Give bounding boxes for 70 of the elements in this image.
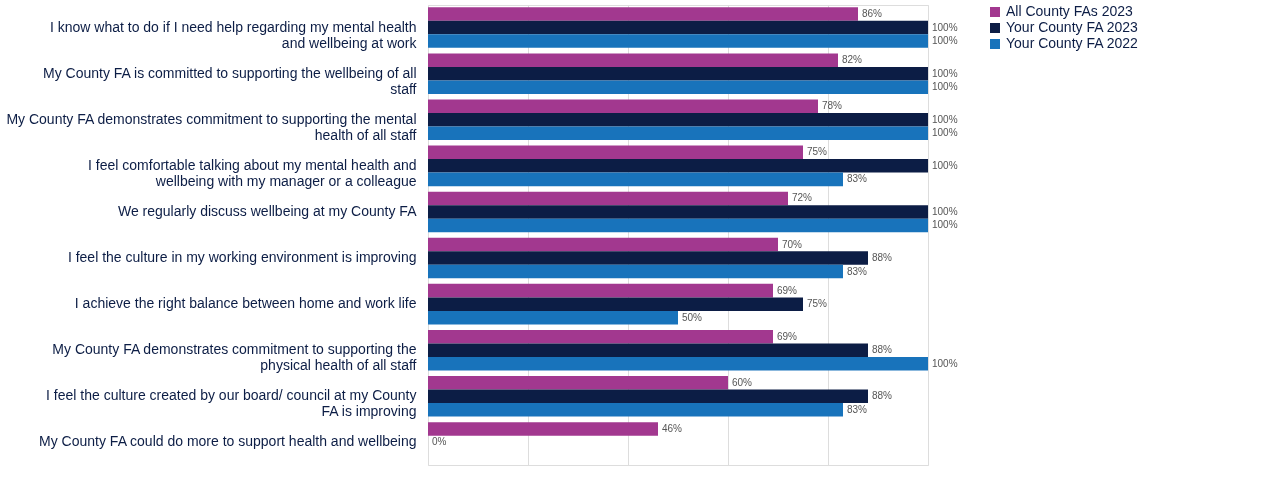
bar [428,191,788,206]
bar [428,283,773,298]
bar [428,205,928,219]
data-label: 69% [777,284,798,296]
y-tick-label: I know what to do if I need help regarding my mental health and wellbeing at work [49,18,418,51]
data-label: 75% [807,146,828,158]
y-tick-label: My County FA demonstrates commitment to supporting the mental health of all staff [6,110,417,143]
bar [428,389,868,404]
y-tick-label: I feel comfortable talking about my mental health and wellbeing with my manager or a colleague [88,156,417,189]
bar [428,264,843,279]
data-label: 88% [872,390,893,402]
data-label: 83% [847,265,868,277]
y-tick-label: My County FA could do more to support health and wellbeing [39,433,417,450]
bar [428,113,928,127]
bar [428,237,778,252]
data-label: 100% [932,113,958,125]
bar [428,172,843,187]
data-label: 100% [932,357,958,369]
data-label: 83% [847,173,868,185]
data-label: 78% [822,100,843,112]
data-label: 83% [847,403,868,415]
bar [428,376,728,390]
legend-label: All County FAs 2023 [1006,3,1134,19]
bar [428,218,928,233]
bar [428,329,773,344]
bar [428,66,928,81]
data-label: 88% [872,252,893,264]
bar [428,34,928,48]
data-label: 46% [662,422,683,434]
y-tick-label: I feel the culture in my working environment is improving [67,249,417,266]
data-label: 82% [842,54,863,66]
data-label: 75% [807,298,828,310]
data-label: 69% [777,330,798,342]
y-tick-label: I feel the culture created by our board/ council at my County FA is improving [46,387,417,420]
data-label: 72% [792,192,813,204]
data-label: 86% [862,8,883,20]
bar [428,403,843,417]
data-label: 100% [932,205,958,217]
bar [428,159,928,173]
bar [428,251,868,265]
bar [428,7,858,21]
data-label: 100% [932,21,958,33]
bar [428,422,658,436]
bar [428,297,803,311]
y-tick-label: My County FA is committed to supporting the wellbeing of all staff [42,64,417,97]
data-label: 50% [682,311,703,323]
bar [428,126,928,141]
data-label: 100% [932,81,958,93]
data-label: 60% [732,376,753,388]
bar [428,80,928,94]
data-label: 70% [782,238,803,250]
bar [428,20,928,35]
y-tick-label: We regularly discuss wellbeing at my County FA [117,202,418,219]
bar [428,99,818,114]
legend-label: Your County FA 2022 [1006,35,1139,51]
legend-label: Your County FA 2023 [1006,19,1139,35]
data-label: 100% [932,159,958,171]
data-label: 100% [932,127,958,139]
y-tick-label: I achieve the right balance between home and work life [74,295,417,312]
bar [428,53,838,67]
bar [428,343,868,357]
data-label: 100% [932,35,958,47]
bar [428,356,928,371]
bar [428,310,678,325]
data-label: 0% [432,436,447,448]
y-tick-label: My County FA demonstrates commitment to supporting the physical health of all staff [52,341,417,374]
data-label: 100% [932,219,958,231]
bar [428,145,803,160]
data-label: 100% [932,67,958,79]
data-label: 88% [872,344,893,356]
